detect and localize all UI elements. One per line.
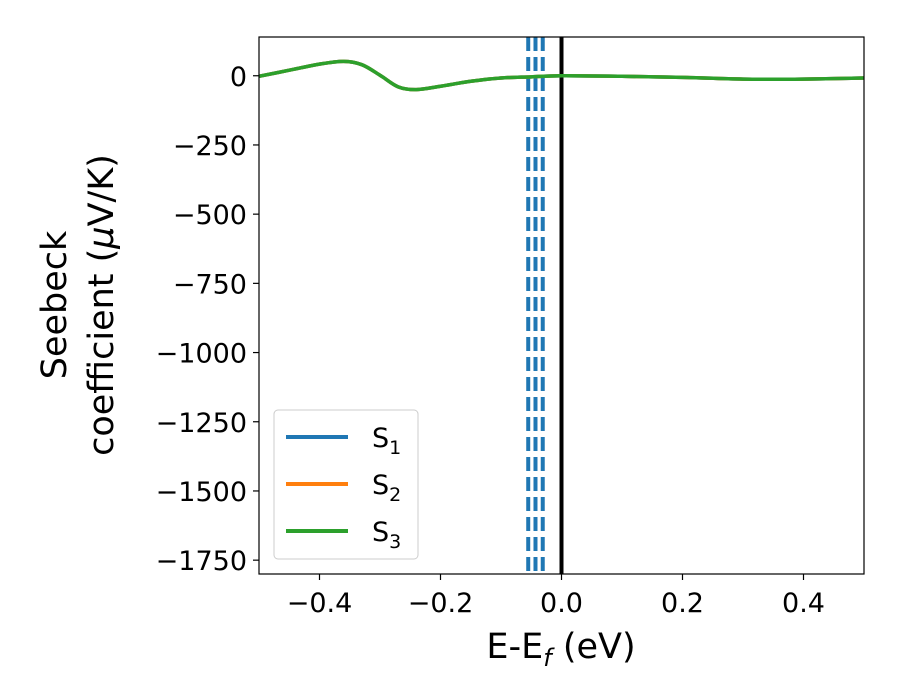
y-tick-label: −1000 <box>156 339 247 370</box>
legend-label-3: S3 <box>372 517 401 553</box>
y-tick-label: −1500 <box>156 477 247 508</box>
legend-label-2: S2 <box>372 470 401 506</box>
y-axis-label-line1: Seebeck <box>35 230 75 379</box>
x-axis: −0.4 −0.2 0.0 0.2 0.4 <box>287 574 825 619</box>
y-tick-label: 0 <box>230 62 247 93</box>
y-axis-label: Seebeck coefficient (μV/K) <box>35 154 122 456</box>
y-tick-label: −750 <box>173 269 247 300</box>
y-tick-label: −1250 <box>156 408 247 439</box>
x-tick-label: −0.4 <box>287 588 353 619</box>
x-tick-label: 0.2 <box>661 588 704 619</box>
y-axis: 0 −250 −500 −750 −1000 −1250 −1500 −1750 <box>156 62 259 577</box>
x-tick-label: 0.0 <box>540 588 583 619</box>
y-tick-label: −250 <box>173 131 247 162</box>
legend: S1 S2 S3 <box>273 409 419 560</box>
series-lines <box>259 59 864 92</box>
y-axis-label-line2: coefficient (μV/K) <box>82 154 122 456</box>
legend-label-1: S1 <box>372 423 401 459</box>
x-axis-label: E-Ef (eV) <box>486 627 635 672</box>
series-line-3 <box>259 59 864 92</box>
vertical-lines <box>526 37 564 574</box>
x-tick-label: −0.2 <box>408 588 474 619</box>
x-tick-label: 0.4 <box>782 588 825 619</box>
y-tick-label: −1750 <box>156 546 247 577</box>
y-tick-label: −500 <box>173 200 247 231</box>
